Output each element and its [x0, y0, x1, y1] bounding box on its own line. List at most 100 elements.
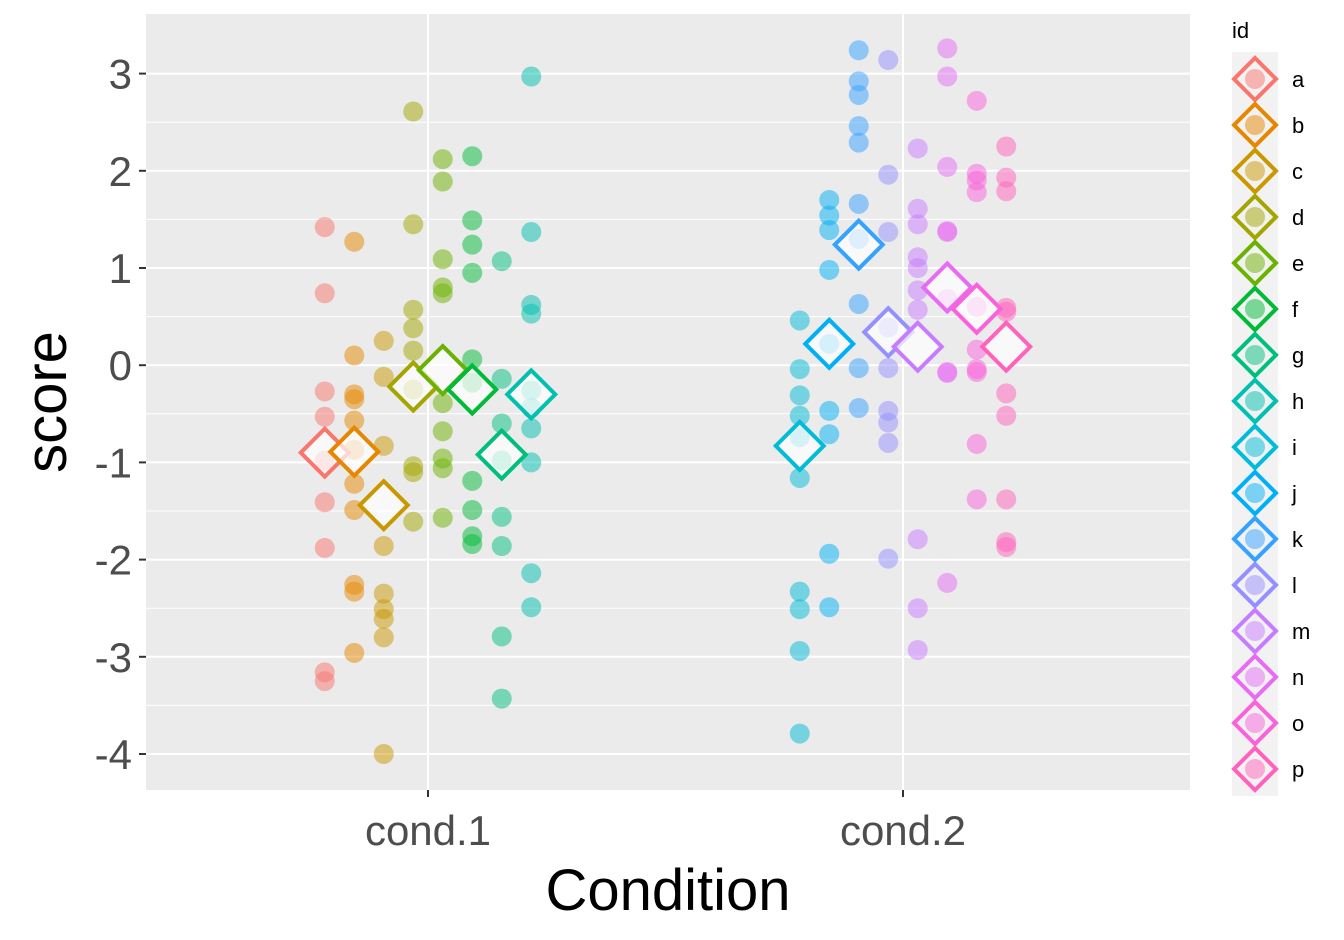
data-point-d — [403, 462, 424, 483]
data-point-h — [521, 66, 542, 87]
data-point-k — [848, 116, 869, 137]
data-point-l — [878, 222, 899, 243]
data-point-m — [907, 258, 928, 278]
data-point-a — [314, 406, 335, 427]
data-point-c — [373, 744, 394, 764]
legend-point-m — [1245, 621, 1265, 641]
data-point-c — [373, 366, 394, 387]
data-point-n — [937, 572, 958, 593]
data-point-b — [344, 231, 365, 252]
data-point-f — [462, 146, 483, 167]
data-point-l — [878, 412, 899, 433]
data-point-c — [373, 583, 394, 604]
legend-diamond-i — [1231, 423, 1279, 471]
data-point-o — [966, 489, 987, 510]
legend-diamond-n — [1231, 653, 1279, 701]
legend-title: id — [1232, 18, 1249, 43]
data-point-a — [314, 537, 335, 558]
legend-point-a — [1245, 69, 1265, 89]
data-point-j — [819, 543, 840, 564]
data-point-j — [819, 220, 840, 241]
legend-point-e — [1245, 253, 1265, 273]
legend-label-l: l — [1292, 573, 1297, 598]
legend-point-k — [1245, 529, 1265, 549]
mean-marker-m — [890, 319, 945, 374]
legend-point-h — [1245, 391, 1265, 411]
data-point-h — [521, 222, 542, 243]
data-point-d — [403, 214, 424, 235]
data-point-l — [878, 548, 899, 569]
legend-diamond-p — [1231, 745, 1279, 793]
legend-label-p: p — [1292, 757, 1304, 782]
data-point-m — [907, 639, 928, 660]
y-tick-label: 0 — [109, 342, 132, 389]
legend-point-g — [1245, 345, 1265, 365]
legend-diamond-m — [1231, 607, 1279, 655]
data-point-l — [878, 358, 899, 379]
mean-marker-i — [772, 419, 827, 473]
data-point-m — [907, 214, 928, 235]
data-point-n — [937, 222, 958, 243]
data-point-m — [907, 598, 928, 619]
data-point-g — [491, 688, 512, 709]
legend-point-d — [1245, 207, 1265, 227]
legend-diamond-e — [1231, 239, 1279, 287]
data-point-d — [403, 511, 424, 532]
data-point-i — [789, 405, 810, 426]
data-point-h — [521, 418, 542, 439]
mean-marker-h — [504, 367, 559, 422]
data-point-p — [996, 489, 1017, 510]
legend-point-n — [1245, 667, 1265, 687]
data-point-m — [907, 198, 928, 219]
data-point-o — [966, 433, 987, 454]
data-point-k — [848, 193, 869, 214]
mean-marker-j — [802, 316, 857, 371]
data-point-f — [462, 534, 483, 555]
legend-diamond-d — [1231, 193, 1279, 241]
y-tick-label: -4 — [95, 731, 132, 778]
data-point-d — [403, 340, 424, 361]
data-point-d — [403, 299, 424, 320]
y-tick-label: 3 — [109, 51, 132, 98]
legend-diamond-c — [1231, 147, 1279, 195]
mean-marker-c — [356, 478, 411, 532]
legend-point-b — [1245, 115, 1265, 135]
data-point-h — [521, 303, 542, 324]
y-tick-label: -1 — [95, 439, 132, 486]
mean-marker-o — [949, 281, 1004, 336]
data-point-b — [344, 642, 365, 663]
data-point-n — [937, 156, 958, 177]
data-point-i — [789, 640, 810, 661]
data-point-a — [314, 217, 335, 238]
legend-diamond-g — [1231, 331, 1279, 379]
y-tick-label: -2 — [95, 537, 132, 584]
data-point-i — [789, 310, 810, 331]
mean-marker-n — [920, 260, 975, 315]
data-point-j — [819, 189, 840, 210]
data-point-p — [996, 405, 1017, 426]
data-point-k — [848, 40, 869, 61]
data-point-p — [996, 136, 1017, 157]
x-axis-title: Condition — [545, 858, 790, 923]
legend-diamond-k — [1231, 515, 1279, 563]
mean-marker-p — [979, 319, 1034, 374]
data-point-n — [937, 38, 958, 59]
legend-label-m: m — [1292, 619, 1310, 644]
data-point-g — [491, 626, 512, 647]
plot-panel — [146, 14, 1190, 790]
data-point-g — [491, 535, 512, 556]
data-point-c — [373, 627, 394, 648]
legend-diamond-a — [1231, 55, 1279, 103]
legend-label-e: e — [1292, 251, 1304, 276]
data-point-j — [819, 424, 840, 445]
data-point-j — [819, 400, 840, 421]
legend-diamond-h — [1231, 377, 1279, 425]
data-point-i — [789, 723, 810, 744]
data-point-b — [344, 389, 365, 410]
data-point-f — [462, 500, 483, 521]
data-point-b — [344, 410, 365, 431]
legend-diamond-b — [1231, 101, 1279, 149]
data-point-a — [314, 492, 335, 513]
data-point-a — [314, 671, 335, 692]
